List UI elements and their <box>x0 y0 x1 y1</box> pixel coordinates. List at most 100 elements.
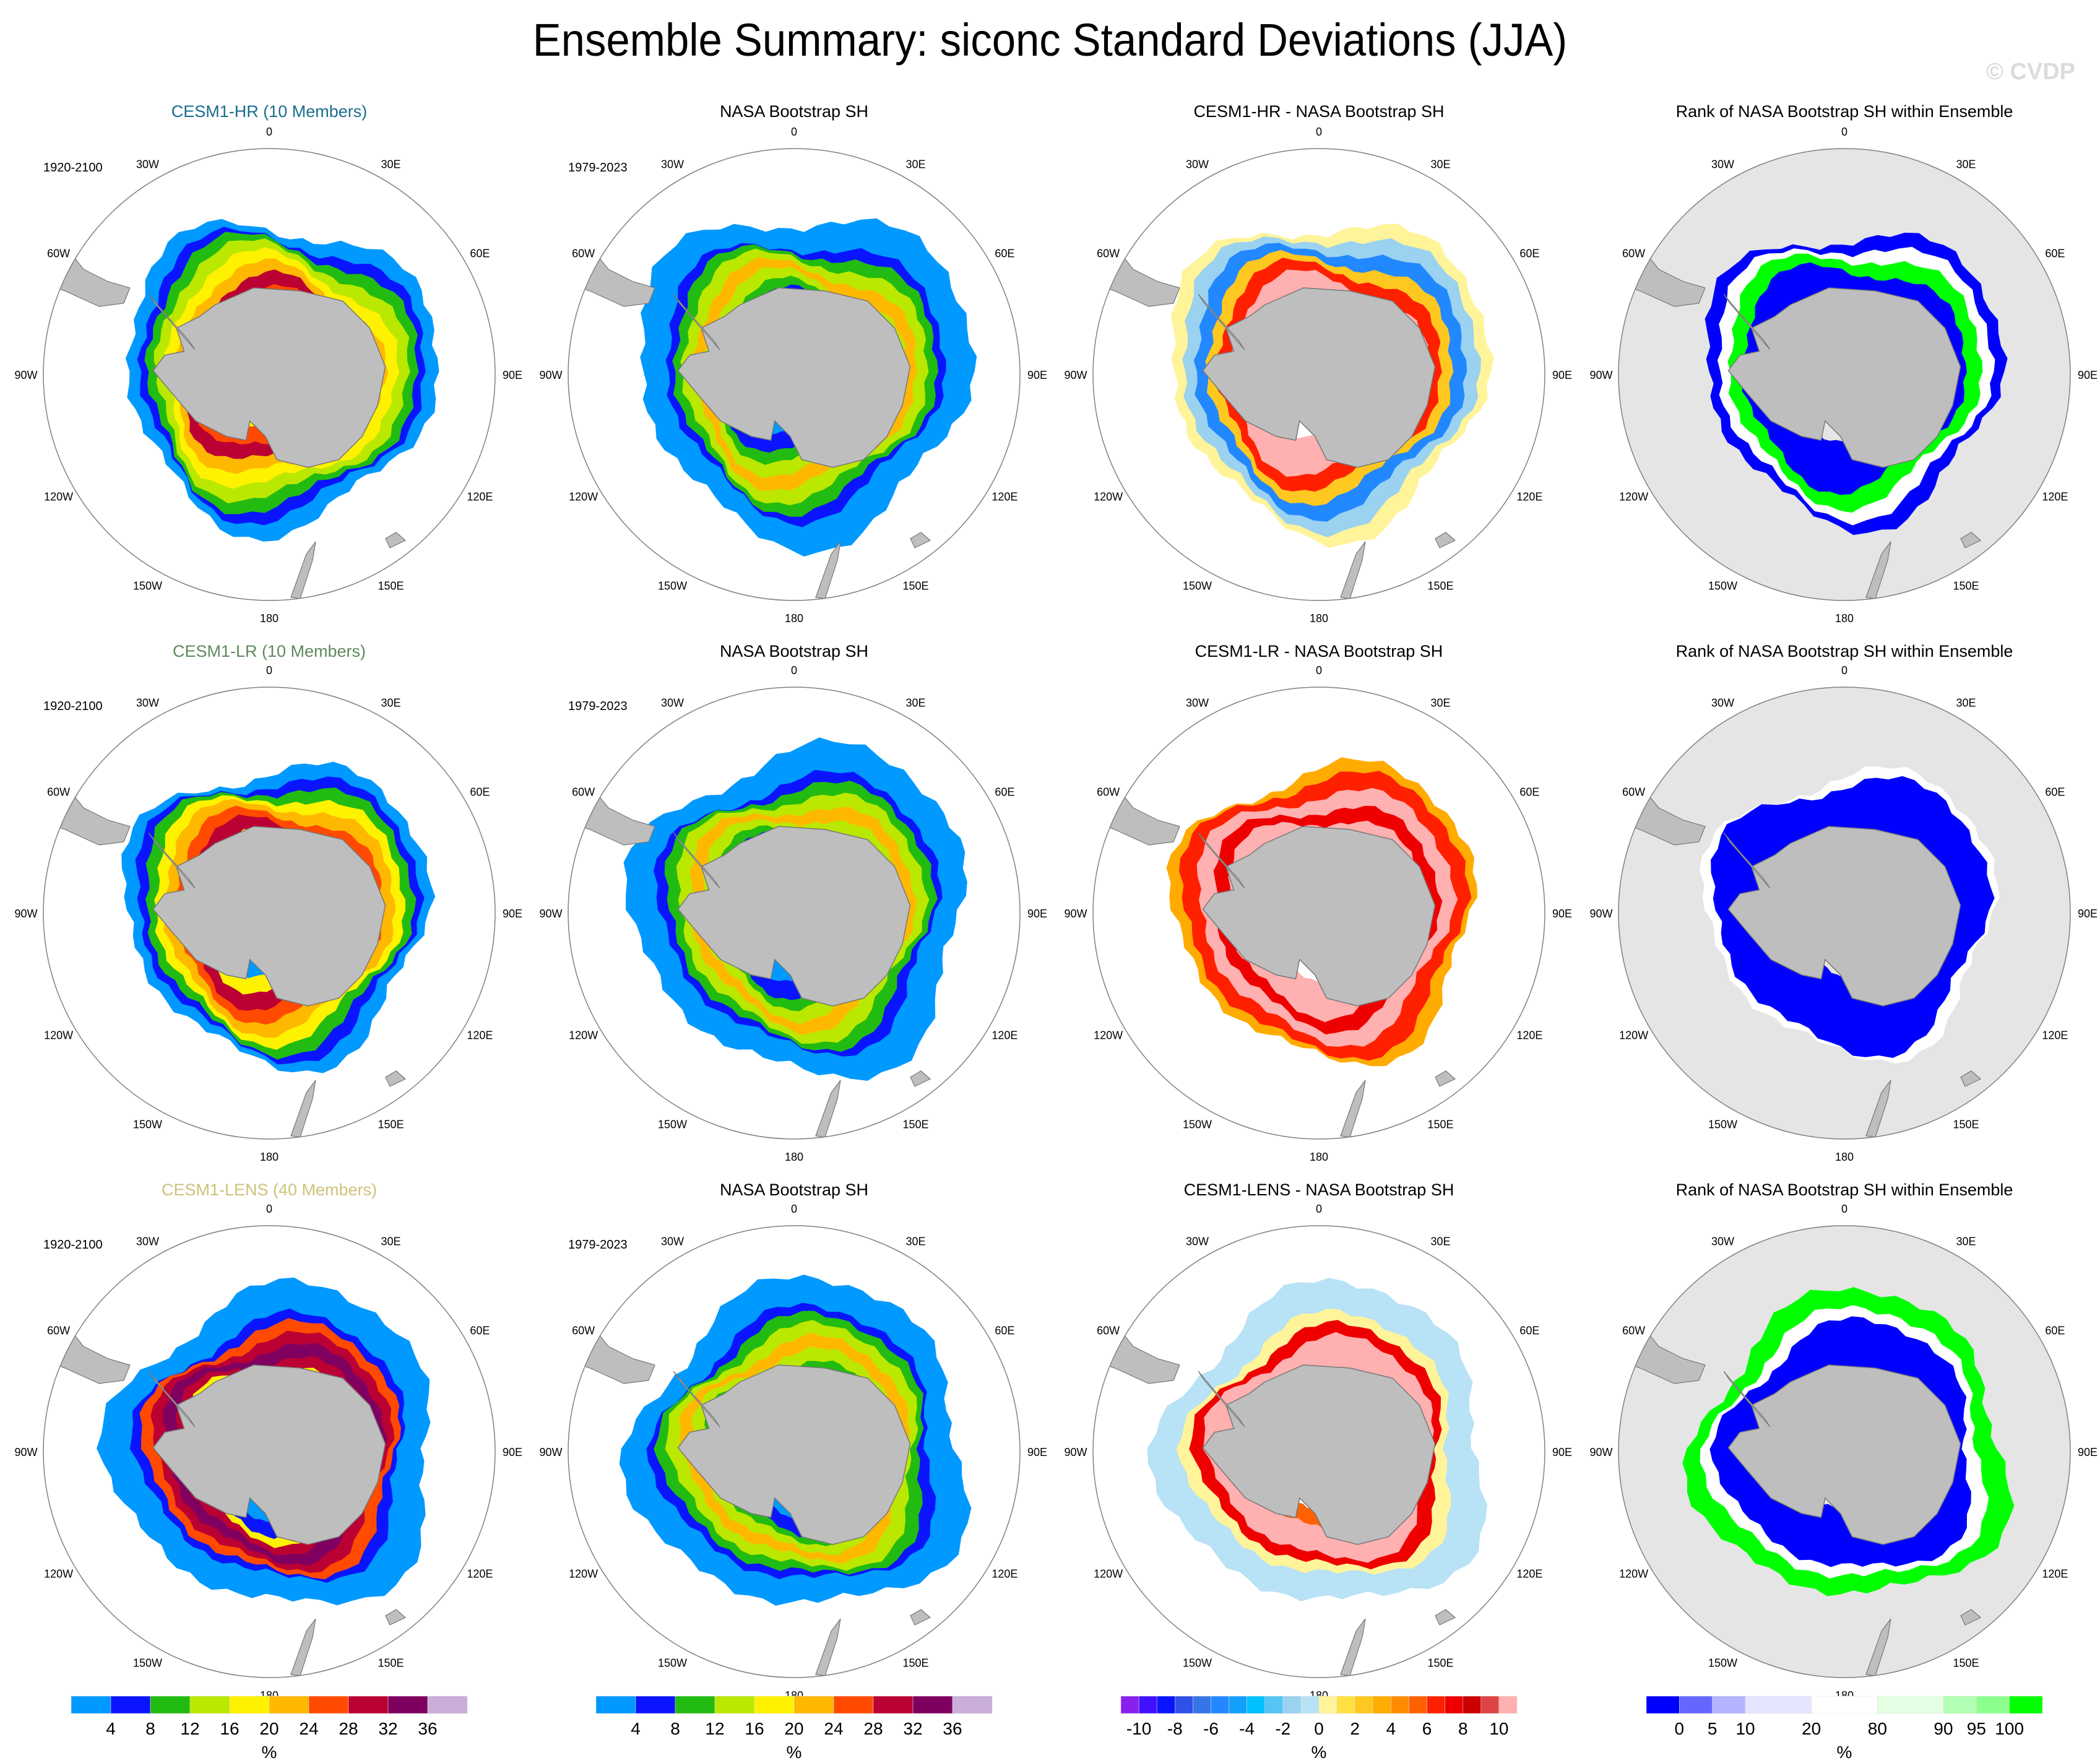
panel-title: CESM1-HR - NASA Bootstrap SH <box>1193 102 1445 121</box>
tasmania-landmass <box>1960 532 1982 548</box>
colorbar-box <box>1976 1696 2010 1714</box>
colorbar-tick-label: -2 <box>1275 1719 1290 1738</box>
colorbar-box <box>793 1696 834 1714</box>
antarctic-peninsula <box>1723 1371 1771 1427</box>
colorbar-box <box>1300 1696 1320 1714</box>
longitude-label: 60W <box>47 1325 70 1337</box>
polar-map-panel: 0 30E 60E 90E 120E 150E 180 150W 120W 90W 60W 30W <box>14 664 522 1163</box>
colorbar-box <box>754 1696 795 1714</box>
antarctic-peninsula <box>148 832 196 889</box>
longitude-label: 60E <box>2045 786 2065 799</box>
colorbar-tick-label: 20 <box>1802 1719 1821 1738</box>
longitude-label: 150W <box>1708 1118 1737 1130</box>
longitude-label: 30E <box>1956 697 1976 709</box>
panel-title: Rank of NASA Bootstrap SH within Ensembl… <box>1675 642 2013 661</box>
longitude-label: 30W <box>1186 1236 1209 1248</box>
antarctica-landmass <box>677 1364 911 1545</box>
longitude-label: 120E <box>467 1029 493 1042</box>
colorbar-box <box>1427 1696 1445 1714</box>
colorbar-box <box>714 1696 755 1714</box>
longitude-label: 90E <box>1027 369 1047 381</box>
figure-title: Ensemble Summary: siconc Standard Deviat… <box>532 14 1568 66</box>
map-boundary <box>43 1225 496 1678</box>
longitude-label: 60E <box>470 786 490 799</box>
longitude-label: 90W <box>14 1446 37 1458</box>
panel-title: NASA Bootstrap SH <box>719 102 869 121</box>
longitude-label: 30W <box>1711 697 1734 709</box>
colorbar-box <box>308 1696 349 1714</box>
longitude-label: 30E <box>1430 1236 1450 1248</box>
colorbar-tick-label: 32 <box>378 1719 397 1738</box>
colorbar-box <box>1193 1696 1211 1714</box>
longitude-label: 180 <box>1835 612 1854 625</box>
longitude-label: 120E <box>2042 1568 2068 1580</box>
longitude-label: 0 <box>1316 126 1322 138</box>
longitude-label: 120E <box>2042 491 2068 503</box>
longitude-label: 90E <box>503 369 522 381</box>
longitude-label: 30W <box>661 1236 684 1248</box>
tasmania-landmass <box>1435 1609 1456 1626</box>
tasmania-landmass <box>385 532 407 548</box>
polar-map-panel: 0 30E 60E 90E 120E 150E 180 150W 120W 90W 60W 30W <box>1589 664 2098 1163</box>
colorbar-tick-label: 100 <box>1995 1719 2024 1738</box>
colorbar-unit-label: % <box>262 1743 277 1762</box>
colorbar-tick-label: 36 <box>418 1719 437 1738</box>
colorbar-unit-label: % <box>787 1743 802 1762</box>
longitude-label: 120W <box>1619 491 1648 503</box>
longitude-label: 60W <box>1097 786 1120 799</box>
colorbar-tick-label: 12 <box>180 1719 199 1738</box>
colorbar-tick-label: 6 <box>1422 1719 1432 1738</box>
colorbar-box <box>1175 1696 1193 1714</box>
colorbar-tick-label: 0 <box>1675 1719 1685 1738</box>
longitude-label: 180 <box>1310 612 1328 625</box>
longitude-label: 30W <box>1711 158 1734 171</box>
longitude-label: 150E <box>378 1118 404 1130</box>
colorbar-tick-label: 10 <box>1735 1719 1755 1738</box>
colorbar-box <box>1354 1696 1373 1714</box>
panel-title: NASA Bootstrap SH <box>719 642 869 661</box>
longitude-label: 60E <box>1519 1325 1539 1337</box>
longitude-label: 90W <box>1064 907 1087 920</box>
longitude-label: 60W <box>1097 1325 1120 1337</box>
colorbar-tick-label: 2 <box>1350 1719 1360 1738</box>
polar-map-panel: 0 30E 60E 90E 120E 150E 180 150W 120W 90W 60W 30W <box>1064 126 1572 625</box>
period-label: 1979-2023 <box>568 1238 628 1252</box>
map-boundary <box>1092 687 1545 1140</box>
colorbar-tick-label: 20 <box>784 1719 803 1738</box>
colorbar-box <box>1646 1696 1680 1714</box>
antarctica-landmass <box>152 287 386 468</box>
panel-title: Rank of NASA Bootstrap SH within Ensembl… <box>1675 1180 2013 1199</box>
panel-title: CESM1-LR - NASA Bootstrap SH <box>1195 642 1443 661</box>
longitude-label: 30E <box>905 158 925 171</box>
longitude-label: 180 <box>260 1151 279 1163</box>
colorbar-tick-label: -8 <box>1167 1719 1183 1738</box>
longitude-label: 120W <box>44 1029 73 1042</box>
map-boundary <box>43 687 496 1140</box>
colorbar-box <box>229 1696 270 1714</box>
colorbar-box <box>71 1696 111 1714</box>
longitude-label: 60W <box>1622 1325 1645 1337</box>
antarctic-peninsula <box>673 832 720 889</box>
longitude-label: 150E <box>1427 1118 1453 1130</box>
longitude-label: 30E <box>381 697 400 709</box>
colorbar-tick-label: -6 <box>1203 1719 1219 1738</box>
colorbar-box <box>595 1696 636 1714</box>
longitude-label: 150W <box>658 579 687 592</box>
antarctica-landmass <box>677 287 911 468</box>
colorbar-tick-label: 4 <box>1386 1719 1396 1738</box>
longitude-label: 60W <box>572 1325 595 1337</box>
colorbar-diff: -10 -8 -6 -4 -2 0 2 4 6 8 10% <box>1120 1696 1518 1762</box>
longitude-label: 90E <box>2078 1446 2098 1458</box>
longitude-label: 30E <box>1956 158 1976 171</box>
map-boundary <box>568 148 1021 601</box>
longitude-label: 90W <box>14 369 37 381</box>
longitude-label: 150E <box>902 1118 928 1130</box>
longitude-label: 180 <box>1835 1151 1854 1163</box>
longitude-label: 150W <box>658 1118 687 1130</box>
longitude-label: 30W <box>1711 1236 1734 1248</box>
colorbar-unit-label: % <box>1837 1743 1852 1762</box>
colorbar-tick-label: -4 <box>1239 1719 1255 1738</box>
longitude-label: 60W <box>47 786 70 799</box>
longitude-label: 120W <box>44 491 73 503</box>
longitude-label: 180 <box>1310 1151 1328 1163</box>
